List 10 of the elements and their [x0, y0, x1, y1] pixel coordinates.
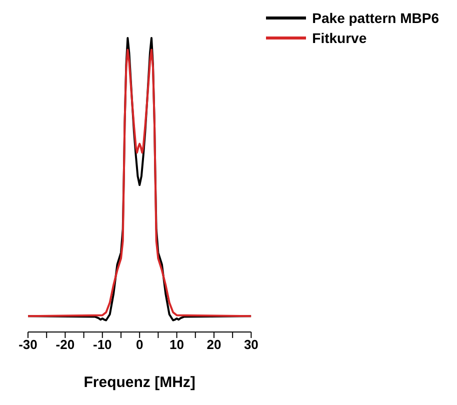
x-tick-label: 30 — [244, 337, 258, 352]
x-tick-label: 20 — [206, 337, 222, 352]
x-tick-label: -10 — [92, 337, 112, 352]
x-tick-label: -20 — [56, 337, 75, 352]
legend-label: Fitkurve — [312, 30, 367, 46]
x-tick-label: -30 — [18, 337, 38, 352]
x-tick-label: 0 — [136, 337, 144, 352]
x-axis-title: Frequenz [MHz] — [84, 374, 196, 391]
x-tick-label: 10 — [170, 337, 184, 352]
legend-label: Pake pattern MBP6 — [312, 10, 439, 26]
